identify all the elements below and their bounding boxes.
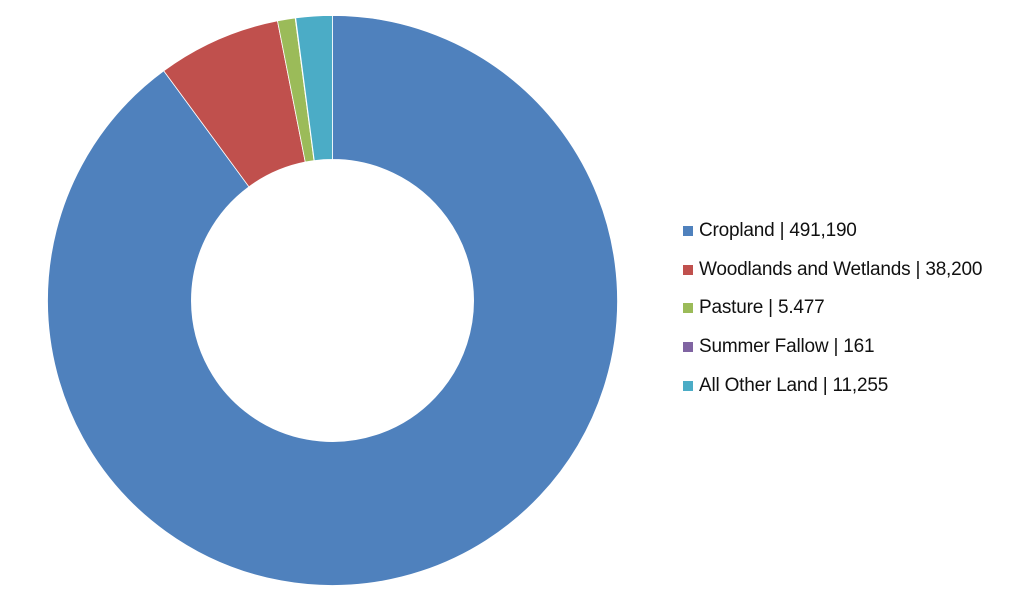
legend-label: Summer Fallow | 161 [699,336,875,358]
legend-swatch [683,264,693,275]
legend-item-summer-fallow: Summer Fallow | 161 [683,328,982,367]
legend-label: All Other Land | 11,255 [699,374,889,396]
legend-swatch [683,226,693,237]
legend-swatch [683,380,693,391]
chart-legend: Cropland | 491,190 Woodlands and Wetland… [683,212,982,405]
donut-slice-cropland [47,15,618,586]
legend-item-woodlands-and-wetlands: Woodlands and Wetlands | 38,200 [683,251,982,290]
legend-item-all-other-land: All Other Land | 11,255 [683,366,982,405]
legend-swatch [683,342,693,353]
legend-item-cropland: Cropland | 491,190 [683,212,982,251]
legend-label: Pasture | 5.477 [699,297,825,319]
legend-label: Woodlands and Wetlands | 38,200 [699,258,983,280]
legend-item-pasture: Pasture | 5.477 [683,289,982,328]
legend-swatch [683,303,693,314]
donut-slice-all-other-land [295,15,333,162]
legend-label: Cropland | 491,190 [699,220,857,242]
